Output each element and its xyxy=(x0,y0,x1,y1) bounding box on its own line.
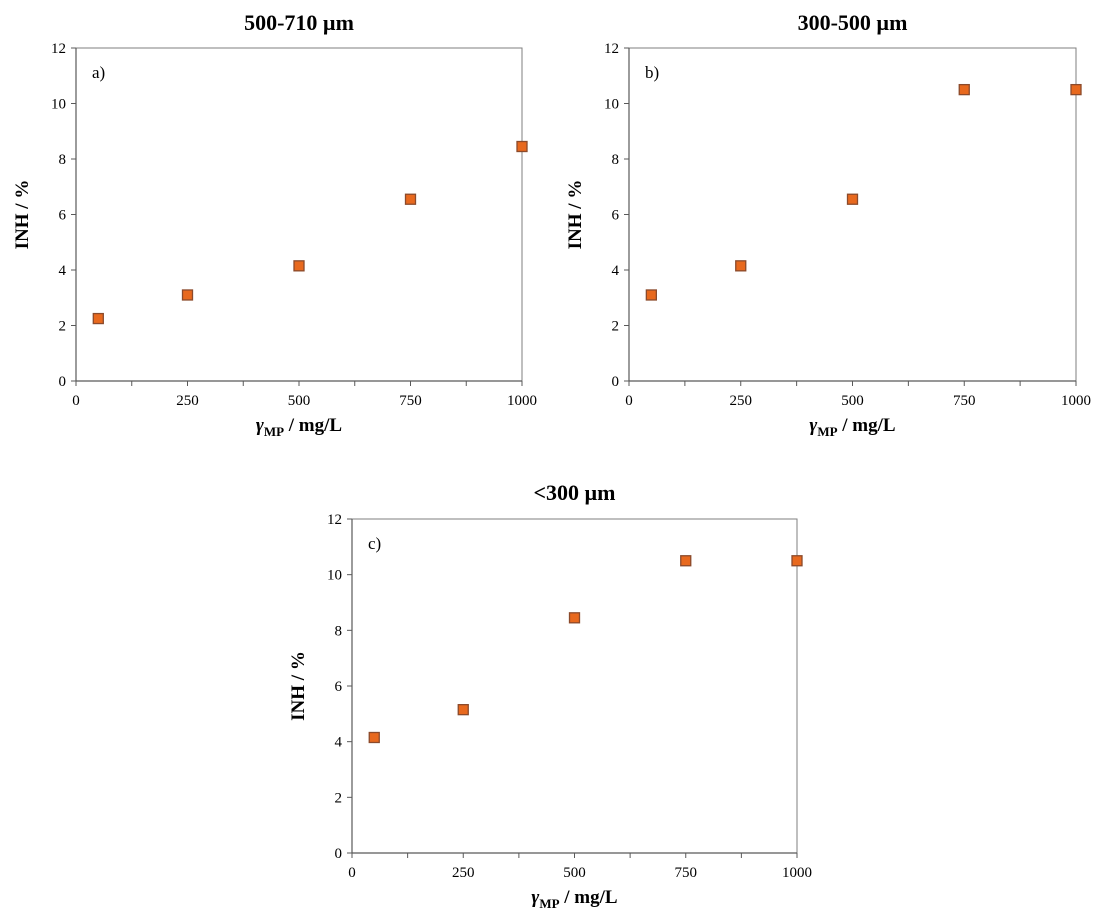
x-tick-label: 0 xyxy=(625,393,633,409)
y-axis-label: INH / % xyxy=(565,180,586,250)
y-tick-label: 0 xyxy=(59,374,67,390)
chart-panel-2: 300-500 µm b) 0 250 500 750 1000 0 2 4 6 8 10 12 γMP /… xyxy=(565,10,1091,439)
y-tick-label: 0 xyxy=(612,374,620,390)
data-point-4 xyxy=(958,83,970,96)
y-tick-label: 12 xyxy=(51,41,66,57)
x-axis-label: γMP / mg/L xyxy=(531,887,617,911)
data-point-4 xyxy=(680,555,692,567)
x-tick-label: 250 xyxy=(452,865,475,881)
x-tick-label: 0 xyxy=(72,393,80,409)
x-tick-label: 750 xyxy=(675,865,698,881)
y-tick-label: 4 xyxy=(612,263,620,279)
y-tick-label: 10 xyxy=(604,97,619,113)
y-tick-label: 2 xyxy=(612,319,620,335)
x-tick-label: 1000 xyxy=(782,865,812,881)
data-point-1 xyxy=(368,731,380,744)
x-tick-label: 250 xyxy=(176,393,199,409)
data-point-2 xyxy=(457,704,469,716)
y-tick-label: 12 xyxy=(604,41,619,57)
y-tick-label: 8 xyxy=(612,152,620,168)
x-axis-symbol: γ xyxy=(256,415,264,436)
x-tick-label: 0 xyxy=(348,865,356,881)
y-tick-label: 10 xyxy=(51,97,66,113)
x-axis-subscript: MP xyxy=(264,424,284,439)
x-tick-label: 250 xyxy=(730,393,753,409)
y-tick-label: 12 xyxy=(327,512,342,528)
data-point-3 xyxy=(293,260,305,272)
y-tick-label: 4 xyxy=(59,263,67,279)
y-tick-label: 4 xyxy=(335,735,343,751)
x-axis-subscript: MP xyxy=(817,424,837,439)
data-point-5 xyxy=(791,555,803,567)
x-axis-unit: / mg/L xyxy=(838,415,896,436)
y-axis-label: INH / % xyxy=(12,180,33,250)
y-tick-label: 10 xyxy=(327,568,342,584)
data-point-1 xyxy=(645,289,657,301)
y-tick-label: 2 xyxy=(59,319,67,335)
plot-area-frame xyxy=(75,47,523,382)
data-point-2 xyxy=(735,260,747,272)
panel-label: c) xyxy=(368,534,381,553)
chart-panel-3: <300 µm c) 0 250 500 750 1000 0 2 4 6 8 10 12 γMP / mg… xyxy=(288,480,812,911)
y-tick-label: 0 xyxy=(335,846,343,862)
y-tick-label: 6 xyxy=(59,208,67,224)
x-tick-label: 750 xyxy=(953,393,976,409)
data-point-2 xyxy=(181,289,194,301)
chart-title: 300-500 µm xyxy=(798,10,908,35)
x-axis-unit: / mg/L xyxy=(560,887,618,908)
chart-panel-1: 500-710 µm a) 0 250 500 750 1000 0 2 4 6 8 10 12 γMP /… xyxy=(12,10,537,439)
plot-area-frame xyxy=(628,47,1077,382)
x-axis-label: γMP / mg/L xyxy=(809,415,895,439)
plot-area-frame xyxy=(351,518,798,854)
x-tick-label: 500 xyxy=(841,393,864,409)
x-axis-unit: / mg/L xyxy=(284,415,342,436)
y-tick-label: 2 xyxy=(335,790,343,806)
data-point-4 xyxy=(404,193,417,205)
y-axis-label: INH / % xyxy=(288,651,309,721)
x-tick-label: 1000 xyxy=(507,393,537,409)
data-point-5 xyxy=(1070,83,1082,96)
chart-title: <300 µm xyxy=(533,480,615,505)
data-point-5 xyxy=(516,140,528,153)
x-axis-symbol: γ xyxy=(531,887,539,908)
y-tick-label: 6 xyxy=(612,208,620,224)
data-point-1 xyxy=(92,312,104,325)
y-tick-label: 6 xyxy=(335,679,343,695)
x-axis-subscript: MP xyxy=(539,896,559,911)
data-point-3 xyxy=(846,193,859,205)
x-axis-symbol: γ xyxy=(809,415,817,436)
y-tick-label: 8 xyxy=(335,623,343,639)
data-point-3 xyxy=(568,612,581,624)
x-tick-label: 500 xyxy=(288,393,311,409)
y-tick-label: 8 xyxy=(59,152,67,168)
panel-label: b) xyxy=(645,63,659,82)
x-tick-label: 500 xyxy=(563,865,586,881)
x-axis-label: γMP / mg/L xyxy=(256,415,342,439)
chart-title: 500-710 µm xyxy=(244,10,354,35)
x-tick-label: 1000 xyxy=(1061,393,1091,409)
panel-label: a) xyxy=(92,63,105,82)
x-tick-label: 750 xyxy=(399,393,422,409)
